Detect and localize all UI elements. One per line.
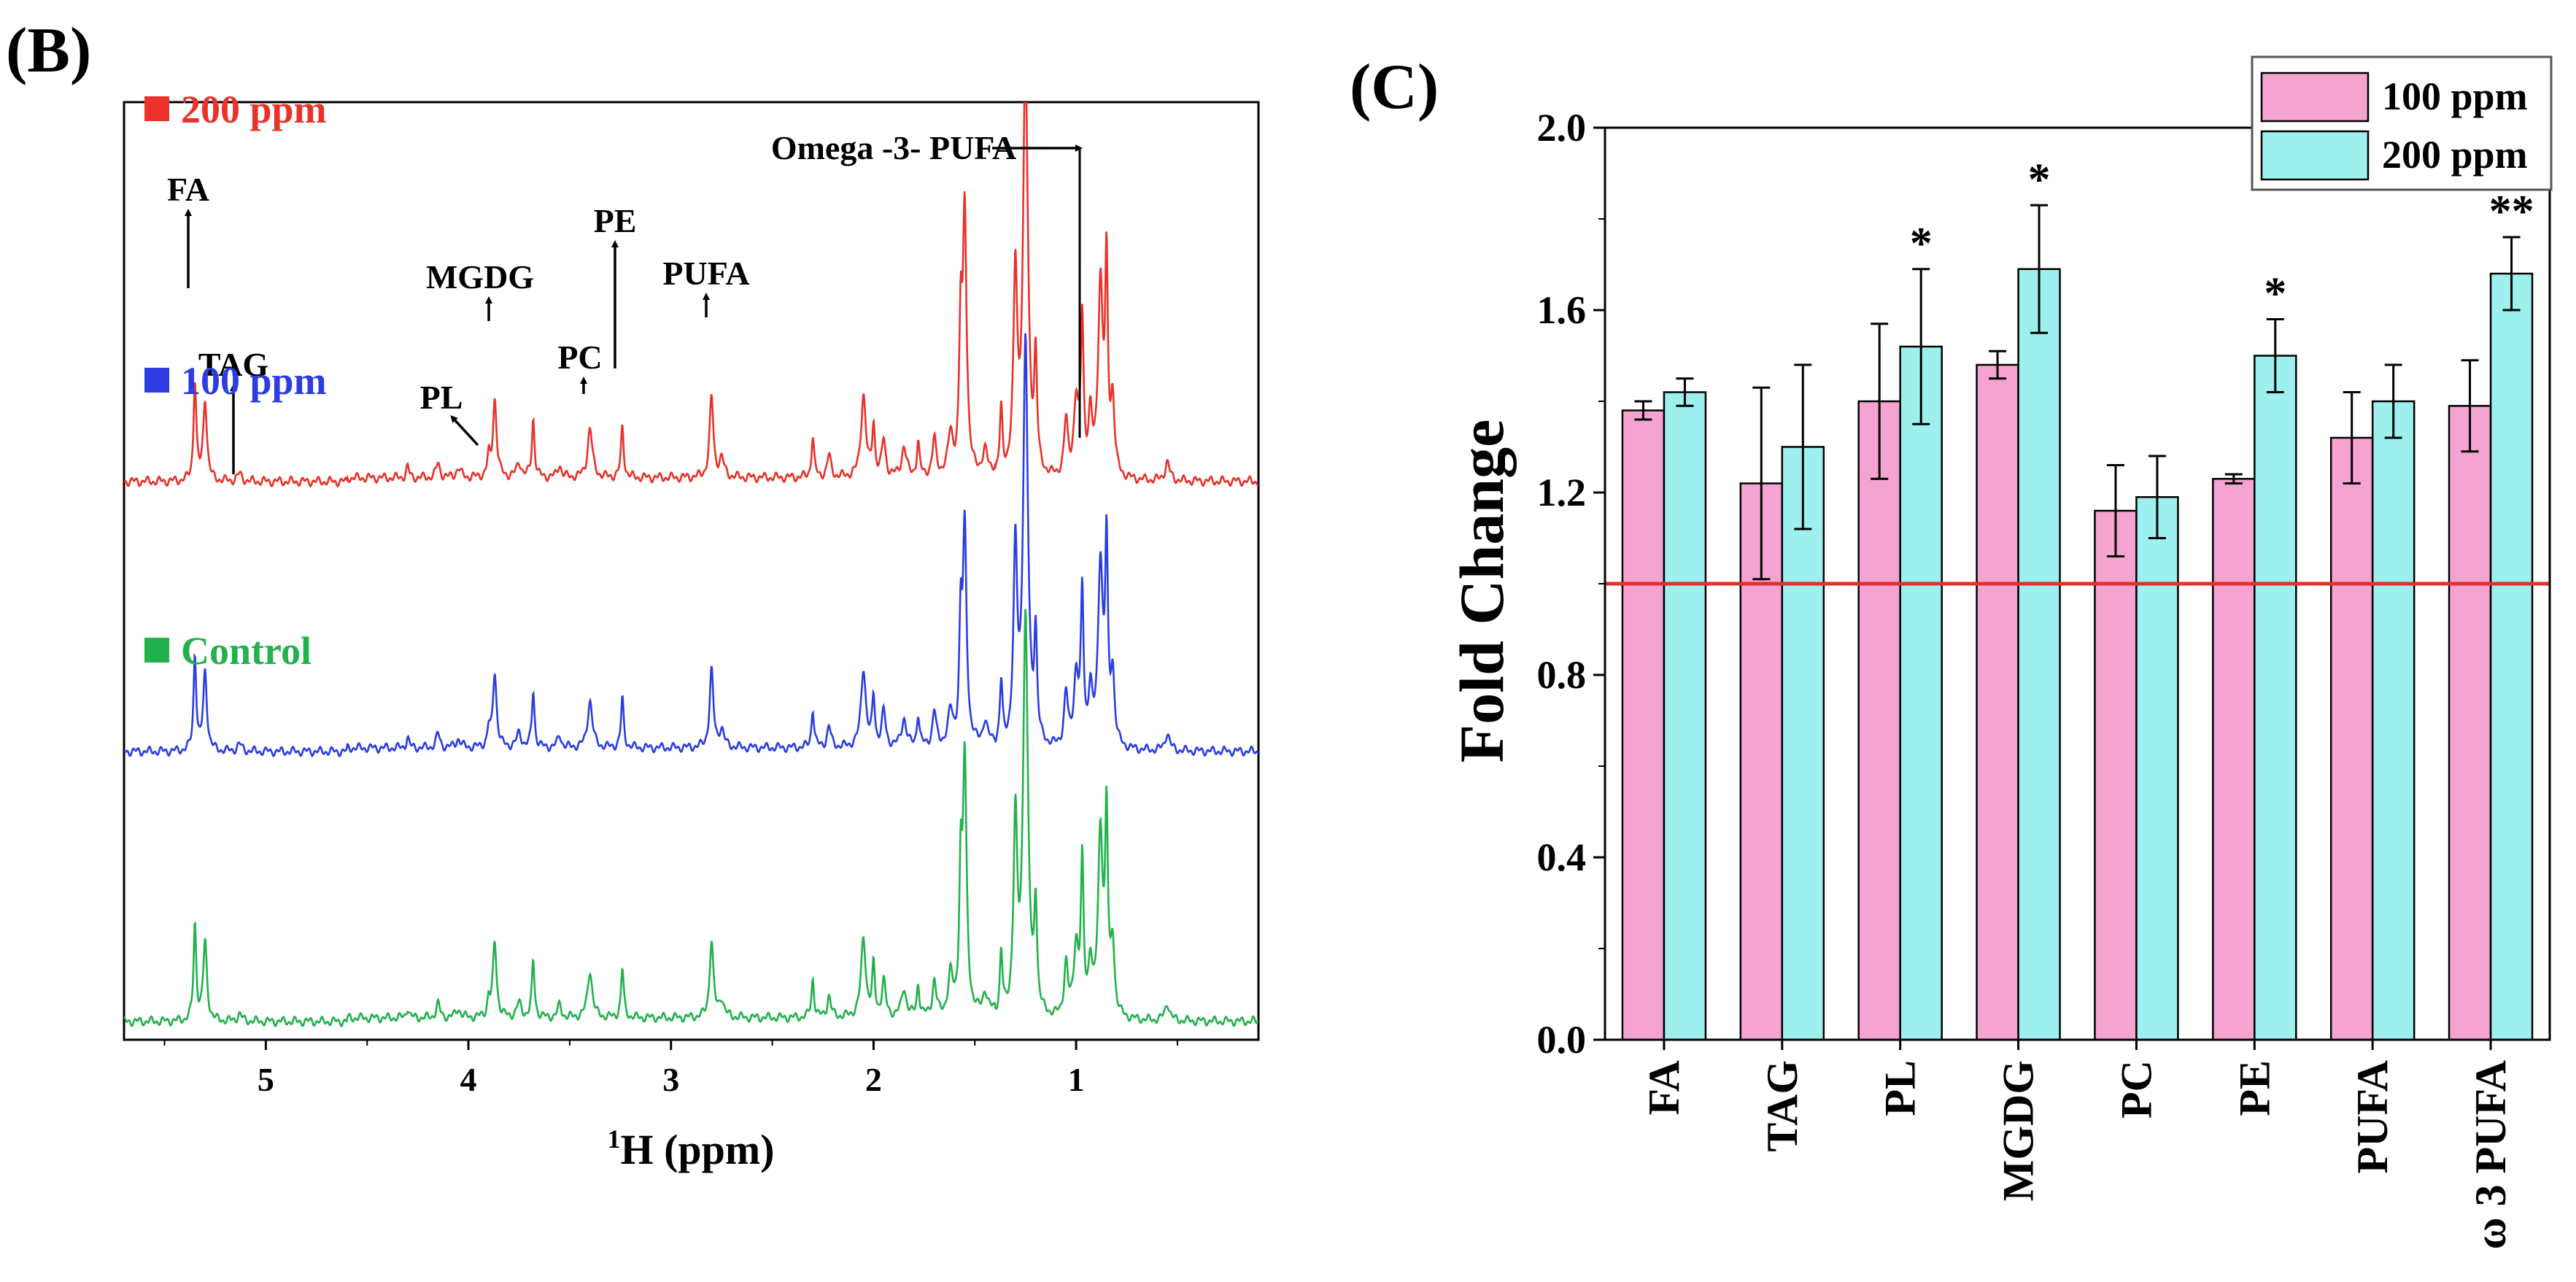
- bar-y-tick-label-3: 0.8: [1537, 653, 1587, 697]
- peak-label-5: PC: [557, 339, 602, 376]
- category-label-5: PC: [2112, 1060, 2160, 1119]
- nmr-x-axis-label-nucleus: H: [620, 1126, 653, 1173]
- peak-label-7: PUFA: [662, 255, 749, 292]
- bar-200ppm-2: [1781, 446, 1825, 1041]
- panel-label-b: (B): [6, 15, 91, 86]
- bar-200ppm-4: [2017, 268, 2061, 1041]
- nmr-x-tick-label-1: 5: [258, 1061, 274, 1098]
- peak-label-3: PL: [420, 379, 463, 416]
- category-label-6: PE: [2230, 1060, 2278, 1116]
- bar-100ppm-4: [1976, 363, 2019, 1041]
- significance-mark-4: *: [2028, 155, 2051, 204]
- bar-100ppm-1: [1621, 409, 1666, 1041]
- legend-swatch-3: [144, 638, 169, 663]
- category-label-3: PL: [1876, 1060, 1925, 1116]
- nmr-x-tick-label-5: 1: [1068, 1061, 1085, 1098]
- category-label-4: MGDG: [1995, 1060, 2043, 1201]
- legend-label-2: 100 ppm: [181, 359, 327, 403]
- legend-swatch-200ppm: [2260, 130, 2370, 181]
- bar-200ppm-3: [1899, 345, 1943, 1041]
- nmr-x-axis-label: 1H (ppm): [607, 1124, 774, 1173]
- bar-200ppm-1: [1663, 391, 1707, 1041]
- spectrum-line-1: [124, 102, 1258, 487]
- category-label-7: PUFA: [2348, 1060, 2397, 1174]
- nmr-x-tick-label-3: 3: [662, 1061, 679, 1098]
- bar-y-tick-label-2: 0.4: [1537, 835, 1587, 879]
- peak-label-6: PE: [594, 202, 637, 239]
- peak-label-1: FA: [167, 171, 209, 208]
- spectrum-line-3: [124, 609, 1258, 1027]
- bar-y-tick-label-1: 0.0: [1537, 1018, 1587, 1062]
- bar-y-tick-label-5: 1.6: [1537, 288, 1587, 332]
- nmr-x-tick-label-2: 4: [460, 1061, 477, 1098]
- bar-y-axis-label: Fold Change: [1447, 420, 1517, 763]
- legend-swatch-2: [144, 368, 169, 393]
- bar-200ppm-8: [2489, 272, 2534, 1041]
- bar-200ppm-7: [2371, 400, 2416, 1041]
- legend-label-1: 200 ppm: [181, 88, 327, 131]
- nmr-x-axis-label-sup: 1: [607, 1124, 620, 1154]
- bar-100ppm-5: [2094, 509, 2138, 1041]
- legend-label-3: Control: [181, 629, 312, 673]
- significance-mark-3: *: [1910, 219, 1933, 269]
- bar-200ppm-6: [2254, 355, 2297, 1041]
- legend-swatch-100ppm: [2260, 72, 2370, 123]
- peak-label-2: TAG: [198, 346, 268, 383]
- bar-y-tick-label-6: 2.0: [1537, 106, 1587, 150]
- spectrum-line-2: [124, 333, 1258, 757]
- fold-change-bar-panel: ***** FA TAG PL MGDG PC PE PUFA ω 3 PUFA0.00.40…: [1447, 55, 2553, 1249]
- bar-y-tick-label-4: 1.2: [1537, 471, 1587, 514]
- nmr-x-tick-label-4: 2: [865, 1061, 882, 1098]
- bar-100ppm-6: [2212, 478, 2256, 1041]
- significance-mark-8: **: [2489, 187, 2534, 236]
- bar-200ppm-5: [2135, 496, 2179, 1041]
- significance-mark-6: *: [2264, 269, 2286, 319]
- legend-label-100ppm: 100 ppm: [2382, 74, 2528, 118]
- peak-label-8: Omega -3- PUFA: [771, 129, 1016, 166]
- panel-label-c: (C): [1350, 52, 1439, 123]
- legend-label-200ppm: 200 ppm: [2382, 133, 2528, 177]
- bar-100ppm-3: [1857, 400, 1901, 1041]
- legend-swatch-1: [144, 96, 169, 121]
- bar-100ppm-7: [2329, 436, 2374, 1041]
- nmr-x-axis-label-unit: (ppm): [654, 1126, 775, 1173]
- category-label-2: TAG: [1758, 1060, 1806, 1152]
- bar-100ppm-8: [2448, 405, 2492, 1041]
- peak-arrow-3: [450, 415, 479, 447]
- peak-label-4: MGDG: [426, 258, 534, 296]
- category-label-8: ω 3 PUFA: [2467, 1060, 2515, 1249]
- category-label-1: FA: [1640, 1060, 1688, 1116]
- nmr-plot-frame: [123, 101, 1260, 1041]
